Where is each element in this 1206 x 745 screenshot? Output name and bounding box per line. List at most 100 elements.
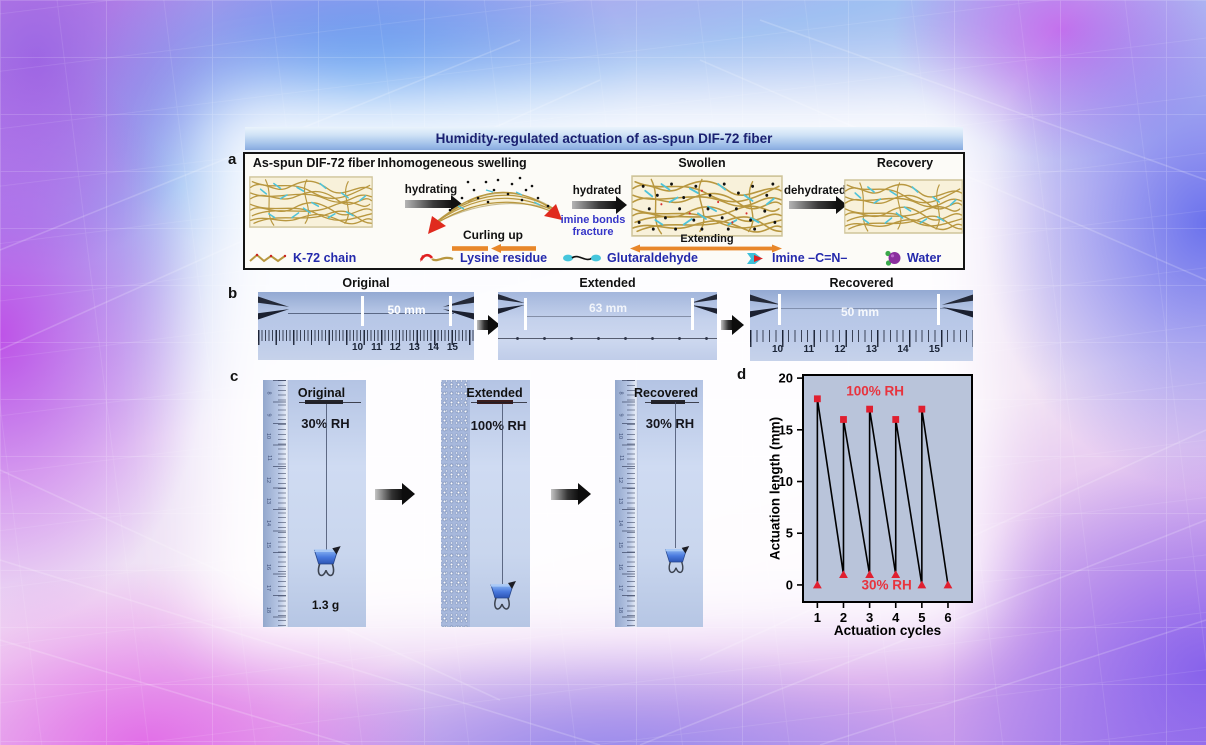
photo-c1-humidity: 30% RH — [301, 416, 350, 431]
ruler-number: 15 — [446, 342, 458, 353]
clamp-line — [645, 402, 699, 403]
ruler-number: 13 — [408, 342, 420, 353]
ruler-number: 9 — [265, 413, 272, 417]
svg-text:2: 2 — [840, 610, 847, 625]
stage-swollen: Swollen — [678, 156, 726, 170]
ruler-number: 14 — [265, 520, 272, 527]
step-arrow-icon — [721, 315, 744, 335]
inhomogeneous-swelling-diagram — [428, 176, 562, 234]
chart-x-axis-label: Actuation cycles — [833, 623, 942, 638]
svg-text:15: 15 — [779, 422, 793, 437]
ruler-number: 8 — [265, 391, 272, 395]
extending-label: Extending — [680, 233, 734, 245]
ruler-mm-ticks — [627, 380, 635, 627]
lysine-residue-icon — [419, 253, 454, 262]
photo-c3-humidity: 30% RH — [645, 416, 695, 431]
legend-water: Water — [883, 249, 941, 267]
measure-mark-left — [524, 298, 527, 330]
fiber-sample — [526, 316, 693, 317]
svg-text:20: 20 — [779, 371, 793, 386]
ruler-number: 18 — [617, 606, 624, 613]
swollen-fiber-diagram — [631, 175, 783, 237]
measure-mark-left — [778, 294, 781, 325]
extending-arrow-icon — [630, 244, 782, 253]
vertical-ruler: 8 9 10 11 12 13 14 15 16 17 18 — [263, 380, 289, 627]
binder-clip-icon — [664, 546, 690, 574]
ruler-number: 13 — [265, 498, 272, 505]
ruler-number: 11 — [617, 455, 624, 461]
panel-c-label: c — [230, 368, 239, 385]
photo-b2-measure: 63 mm — [588, 301, 628, 315]
ruler-number: 14 — [617, 520, 624, 527]
photo-b-original: 50 mm 10 11 12 13 14 15 — [258, 292, 474, 360]
legend-imine-bond-label: Imine –C=N– — [772, 251, 848, 265]
ruler-number: 13 — [617, 498, 624, 505]
svg-text:4: 4 — [892, 610, 900, 625]
legend-imine-bond: Imine –C=N– — [745, 249, 847, 267]
actuation-chart: 0 5 10 15 20 1 2 3 4 5 6 100% RH 30% RH — [779, 371, 973, 625]
ruler-number: 12 — [617, 476, 624, 483]
binder-clip-icon — [313, 546, 342, 577]
k72-chain-icon — [249, 253, 287, 263]
ruler-number: 10 — [352, 342, 364, 353]
recovery-fiber-diagram — [844, 179, 963, 234]
ruler-number: 12 — [265, 476, 272, 483]
photo-b-recovered: 50 mm 10 11 12 13 14 15 — [750, 290, 973, 361]
ruler-number: 16 — [265, 563, 272, 570]
ruler-mm-ticks — [258, 330, 474, 341]
measure-mark-right — [449, 296, 452, 326]
legend-water-label: Water — [907, 251, 942, 265]
photo-c-extended: Extended 100% RH — [441, 380, 530, 627]
tweezers-icon — [941, 294, 973, 318]
photo-b1-title: Original — [342, 276, 390, 290]
curling-arrows-icon — [452, 244, 536, 253]
photo-b3-measure: 50 mm — [840, 305, 880, 319]
photo-b3-title: Recovered — [829, 276, 894, 290]
ruler-number: 17 — [617, 585, 624, 592]
water-icon — [885, 250, 901, 266]
fracture-line2: fracture — [572, 226, 614, 238]
ruler-mm-ticks — [278, 380, 286, 627]
ruler-numbers: 10 11 12 13 14 15 — [772, 344, 940, 355]
step-arrow-icon — [551, 483, 591, 505]
hydrating-arrow-icon — [405, 195, 462, 213]
legend-lysine-residue: Lysine residue — [419, 249, 547, 267]
chart-y-axis-label: Actuation length (mm) — [767, 416, 783, 561]
binder-clip-icon — [490, 581, 517, 610]
svg-text:100% RH: 100% RH — [846, 384, 904, 399]
legend-lysine-residue-label: Lysine residue — [460, 251, 548, 265]
panel-b-label: b — [228, 285, 238, 302]
hydrated-label: hydrated — [572, 185, 622, 197]
panel-d: 0 5 10 15 20 1 2 3 4 5 6 100% RH 30% RH Actuation le… — [733, 363, 995, 655]
svg-text:0: 0 — [786, 577, 793, 592]
hydrated-arrow-icon — [572, 196, 627, 214]
ruler-number: 17 — [265, 585, 272, 592]
fiber-sample — [675, 402, 677, 548]
photo-c1-weight: 1.3 g — [311, 598, 340, 612]
stage-inhomogeneous-swelling: Inhomogeneous swelling — [377, 156, 527, 170]
legend-glutaraldehyde: Glutaraldehyde — [562, 249, 698, 267]
ruler-numbers: 10 11 12 13 14 15 — [352, 342, 458, 353]
stage-as-spun: As-spun DIF-72 fiber — [252, 156, 376, 170]
photo-b-extended: 63 mm — [498, 292, 717, 360]
glutaraldehyde-icon — [563, 254, 601, 262]
vertical-ruler: 8 9 10 11 12 13 14 15 16 17 18 — [615, 380, 638, 627]
ruler-number: 8 — [617, 391, 624, 395]
ruler-number: 15 — [617, 541, 624, 548]
ruler-number: 13 — [865, 344, 878, 355]
as-spun-fiber-diagram — [249, 176, 373, 228]
photo-b2-title: Extended — [579, 276, 636, 290]
imine-bonds-fracture-label: imine bonds fracture — [561, 214, 626, 238]
photo-c-recovered: 8 9 10 11 12 13 14 15 16 17 18 Recovered 30% RH — [615, 380, 703, 627]
condensation-bubbles — [441, 380, 470, 627]
measure-mark-right — [691, 298, 694, 330]
dehydrated-label: dehydrated — [784, 185, 846, 197]
fiber-sample — [288, 313, 454, 315]
photo-c1-title: Original — [297, 386, 346, 400]
svg-text:1: 1 — [814, 610, 821, 625]
figure-title: Humidity-regulated actuation of as-spun … — [435, 131, 773, 146]
ruler-mm-ticks — [750, 330, 973, 342]
measure-mark-right — [937, 294, 940, 325]
clamp-line — [471, 402, 527, 403]
photo-c2-title: Extended — [466, 386, 523, 400]
